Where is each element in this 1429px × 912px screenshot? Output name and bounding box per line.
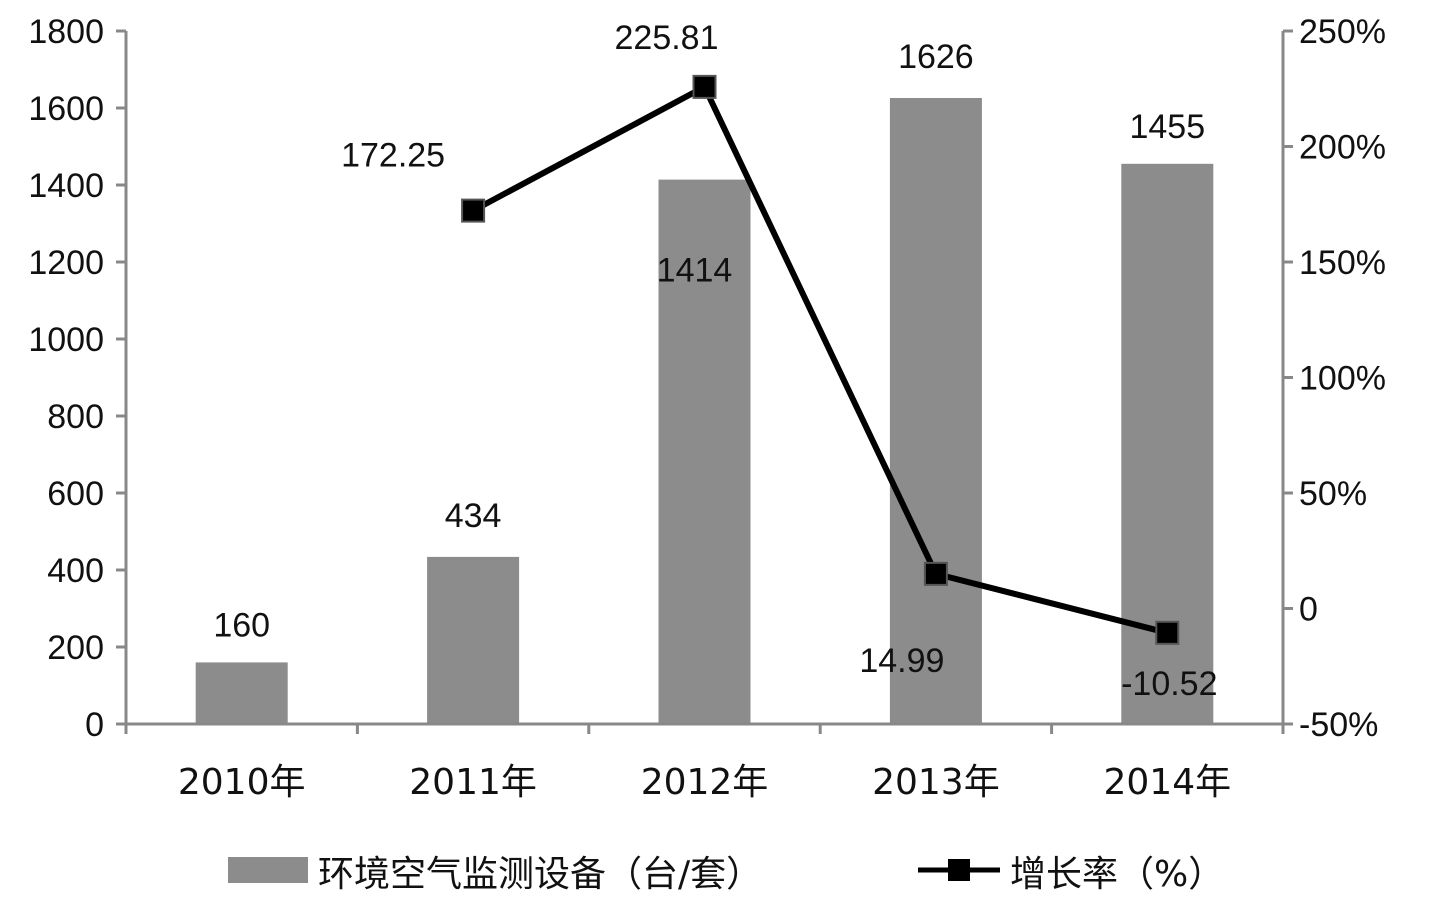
- growth-rate-point: [461, 198, 486, 223]
- bar-data-label: 434: [445, 497, 502, 535]
- right-axis-tick-label: 250%: [1299, 13, 1386, 51]
- bars-layer: [195, 97, 1214, 725]
- bar-data-label: 160: [213, 606, 270, 644]
- right-axis-tick-label: 0: [1299, 591, 1318, 629]
- left-axis-tick-label: 800: [47, 398, 104, 436]
- x-axis-tick-label: 2012年: [641, 762, 769, 803]
- bar: [427, 556, 520, 724]
- axes-layer: 0 200 400 600 800 1000 1200 1400 1600 1800 -50% 0 50…: [28, 13, 1386, 803]
- x-axis-tick-label: 2013年: [872, 762, 1000, 803]
- left-axis-tick-label: 1800: [28, 13, 104, 51]
- right-axis-tick-label: 100%: [1299, 360, 1386, 398]
- left-axis-tick-label: 1400: [28, 167, 104, 205]
- left-axis-tick-label: 400: [47, 552, 104, 590]
- left-axis-tick-label: 200: [47, 629, 104, 667]
- line-data-label: 14.99: [859, 642, 944, 680]
- left-axis-tick-label: 600: [47, 475, 104, 513]
- legend-line-marker: [948, 859, 970, 881]
- right-axis-tick-label: 200%: [1299, 129, 1386, 167]
- right-axis-tick-label: 150%: [1299, 244, 1386, 282]
- line-data-label: -10.52: [1121, 665, 1217, 703]
- growth-rate-point: [1155, 620, 1180, 645]
- x-axis-tick-label: 2011年: [409, 762, 537, 803]
- legend-bar-swatch: [228, 857, 308, 883]
- right-axis-tick-label: 50%: [1299, 475, 1367, 513]
- growth-rate-line: [471, 82, 1169, 636]
- legend-bar-label: 环境空气监测设备（台/套）: [318, 854, 762, 895]
- bar: [658, 179, 751, 725]
- growth-rate-point: [923, 561, 948, 586]
- line-layer: [461, 74, 1180, 645]
- bar-data-label: 1414: [657, 252, 733, 290]
- left-axis-tick-label: 1600: [28, 90, 104, 128]
- data-labels-layer: 160 434 1414 1626 1455 172.25 225.81 14.99 -10.5…: [213, 19, 1217, 703]
- bar: [195, 662, 288, 724]
- right-axis-tick-label: -50%: [1299, 706, 1378, 744]
- x-axis-tick-label: 2010年: [178, 762, 306, 803]
- legend-line-label: 增长率（%）: [1010, 854, 1224, 895]
- legend: 环境空气监测设备（台/套） 增长率（%）: [228, 854, 1224, 895]
- left-axis-tick-label: 0: [85, 706, 104, 744]
- left-axis-tick-label: 1200: [28, 244, 104, 282]
- line-data-label: 172.25: [341, 137, 445, 175]
- bar: [889, 97, 982, 725]
- left-axis-tick-label: 1000: [28, 321, 104, 359]
- bar-data-label: 1455: [1129, 108, 1205, 146]
- line-data-label: 225.81: [615, 19, 719, 57]
- x-axis-tick-label: 2014年: [1103, 762, 1231, 803]
- bar-data-label: 1626: [898, 38, 974, 76]
- growth-rate-point: [692, 74, 717, 99]
